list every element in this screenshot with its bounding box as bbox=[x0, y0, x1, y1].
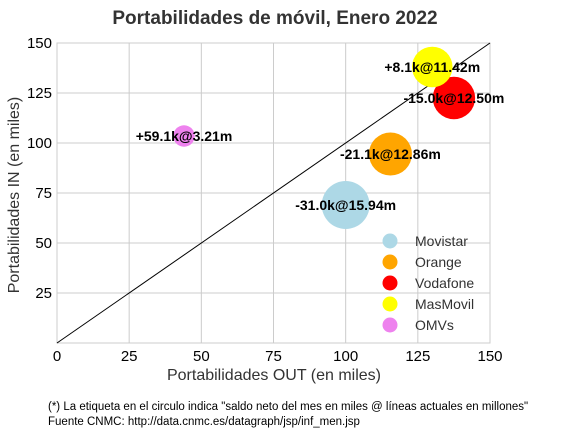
legend-marker-masmovil bbox=[382, 296, 398, 312]
legend: Movistar Orange Vodafone MasMovil OMVs bbox=[382, 233, 474, 333]
data-label-movistar: -31.0k@15.94m bbox=[295, 197, 396, 213]
legend-marker-orange bbox=[382, 254, 398, 270]
y-tick-label: 100 bbox=[27, 135, 52, 152]
data-labels: -31.0k@15.94m -21.1k@12.86m -15.0k@12.50m +… bbox=[136, 59, 505, 213]
data-label-omvs: +59.1k@3.21m bbox=[136, 128, 233, 144]
data-label-vodafone: -15.0k@12.50m bbox=[403, 90, 504, 106]
data-label-masmovil: +8.1k@11.42m bbox=[384, 59, 480, 75]
data-label-orange: -21.1k@12.86m bbox=[340, 146, 441, 162]
footnote-label-explanation: (*) La etiqueta en el circulo indica "sa… bbox=[48, 401, 529, 413]
x-tick-label: 50 bbox=[193, 348, 210, 365]
x-tick-label: 0 bbox=[53, 348, 61, 365]
legend-marker-movistar bbox=[382, 233, 398, 249]
legend-label-orange: Orange bbox=[415, 254, 462, 270]
chart-title: Portabilidades de móvil, Enero 2022 bbox=[112, 8, 437, 29]
data-point-omvs bbox=[173, 125, 195, 147]
legend-label-vodafone: Vodafone bbox=[415, 275, 474, 291]
x-tick-label: 125 bbox=[405, 348, 430, 365]
x-tick-label: 150 bbox=[477, 348, 502, 365]
data-point-movistar bbox=[321, 181, 370, 229]
y-tick-label: 50 bbox=[35, 235, 52, 252]
axes: 0 25 50 75 100 125 150 25 50 75 100 125 150 bbox=[27, 35, 503, 365]
footnote-source: Fuente CNMC: http://data.cnmc.es/datagra… bbox=[48, 416, 360, 428]
scatter-chart: Portabilidades de móvil, Enero 2022 0 25 5… bbox=[6, 8, 505, 384]
legend-label-movistar: Movistar bbox=[415, 233, 468, 249]
x-tick-label: 100 bbox=[333, 348, 358, 365]
legend-label-omvs: OMVs bbox=[415, 317, 454, 333]
y-axis-label: Portabilidades IN (en miles) bbox=[6, 97, 23, 294]
y-tick-label: 25 bbox=[35, 285, 52, 302]
y-tick-label: 75 bbox=[35, 185, 52, 202]
diagonal-reference-line bbox=[56, 42, 491, 344]
y-tick-label: 150 bbox=[27, 35, 52, 52]
x-axis-label: Portabilidades OUT (en miles) bbox=[167, 367, 381, 384]
y-tick-label: 125 bbox=[27, 85, 52, 102]
legend-marker-vodafone bbox=[382, 275, 398, 291]
data-point-orange bbox=[368, 132, 412, 176]
data-points bbox=[173, 46, 476, 229]
x-tick-label: 75 bbox=[265, 348, 282, 365]
legend-marker-omvs bbox=[382, 317, 398, 333]
data-point-vodafone bbox=[432, 76, 476, 120]
data-point-masmovil bbox=[411, 46, 453, 88]
x-tick-label: 25 bbox=[121, 348, 138, 365]
legend-label-masmovil: MasMovil bbox=[415, 296, 474, 312]
